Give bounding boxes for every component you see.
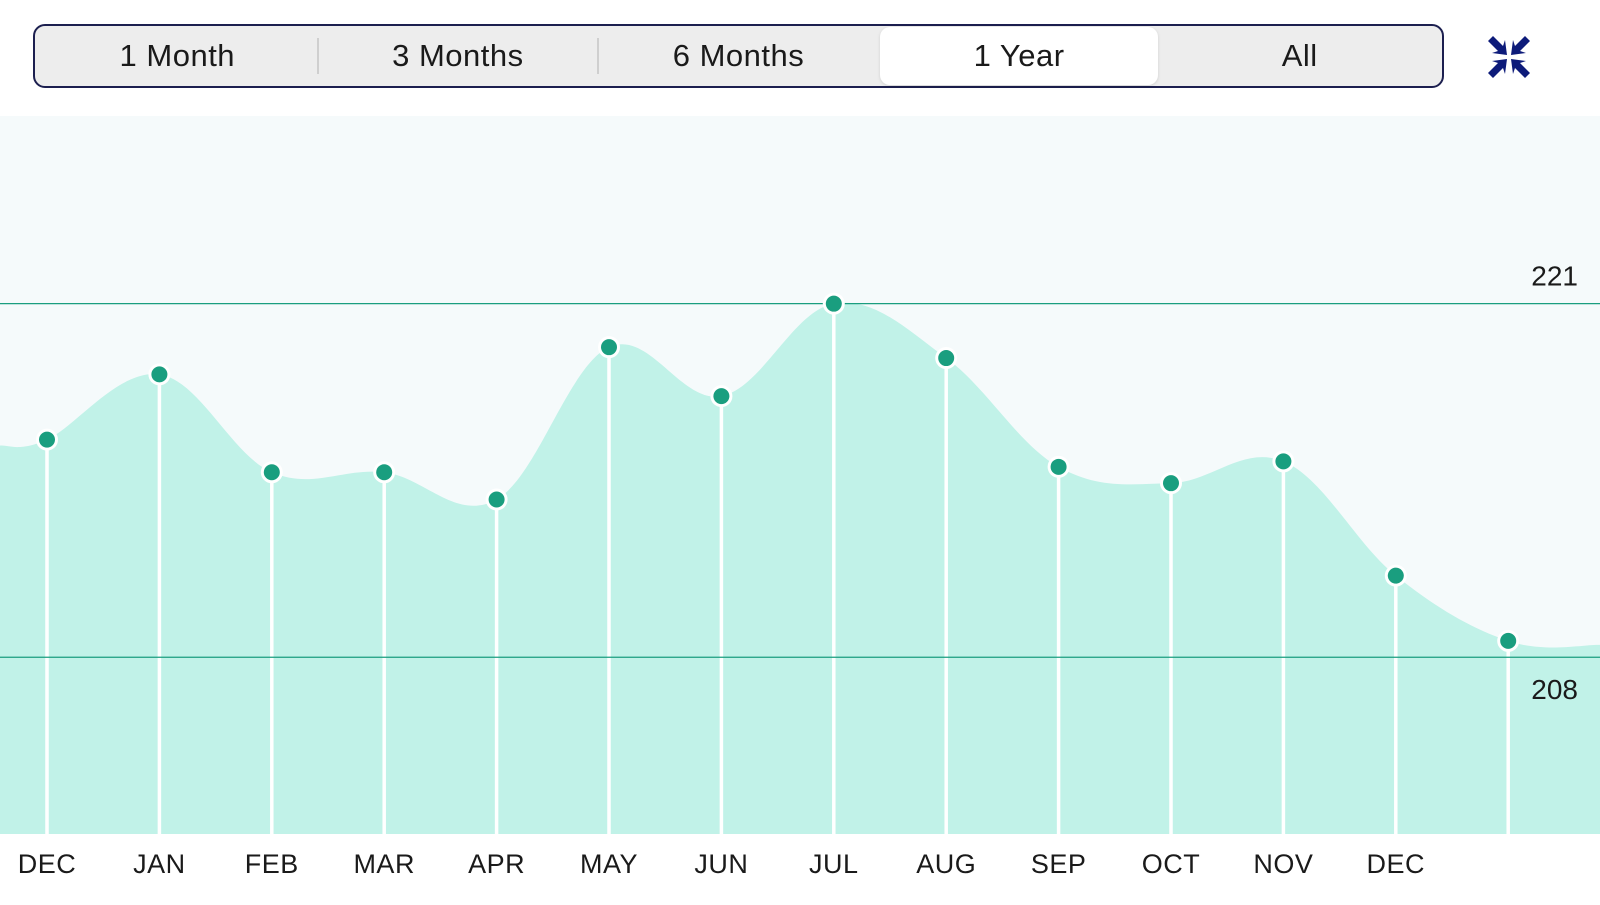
x-tick-label: OCT (1142, 849, 1201, 879)
x-tick-label: SEP (1031, 849, 1087, 879)
data-point (1051, 459, 1067, 475)
range-option-all[interactable]: All (1160, 27, 1439, 85)
data-point (713, 388, 729, 404)
data-point (601, 339, 617, 355)
data-point (376, 464, 392, 480)
line-area-chart: 221 208 DEC JAN FEB MAR APR MAY JUN JUL AUG SEP OCT N… (0, 116, 1600, 900)
x-tick-label: JUL (809, 849, 859, 879)
chart-area: 221 208 DEC JAN FEB MAR APR MAY JUN JUL AUG SEP OCT N… (0, 116, 1600, 900)
reference-label-min: 208 (1531, 674, 1578, 705)
data-point (264, 464, 280, 480)
x-tick-label: DEC (18, 849, 77, 879)
range-option-6-months[interactable]: 6 Months (599, 27, 878, 85)
x-tick-label: APR (468, 849, 525, 879)
data-point (489, 491, 505, 507)
range-option-1-month[interactable]: 1 Month (38, 27, 317, 85)
data-point (1163, 475, 1179, 491)
data-point (826, 296, 842, 312)
collapse-arrows-icon (1486, 34, 1532, 80)
data-point (151, 366, 167, 382)
data-point (1500, 633, 1516, 649)
x-tick-label: FEB (245, 849, 299, 879)
reference-label-max: 221 (1531, 261, 1578, 292)
data-point (1388, 568, 1404, 584)
x-tick-label: DEC (1367, 849, 1426, 879)
x-tick-label: MAR (353, 849, 415, 879)
data-point (938, 350, 954, 366)
time-range-selector: 1 Month 3 Months 6 Months 1 Year All (33, 24, 1444, 88)
range-option-3-months[interactable]: 3 Months (319, 27, 598, 85)
x-tick-label: AUG (916, 849, 976, 879)
x-tick-label: JUN (694, 849, 748, 879)
x-tick-label: JAN (133, 849, 186, 879)
data-point (39, 432, 55, 448)
x-tick-label: MAY (580, 849, 638, 879)
x-tick-label: NOV (1253, 849, 1313, 879)
range-option-1-year[interactable]: 1 Year (880, 27, 1159, 85)
data-point (1275, 453, 1291, 469)
collapse-chart-button[interactable] (1486, 34, 1532, 80)
